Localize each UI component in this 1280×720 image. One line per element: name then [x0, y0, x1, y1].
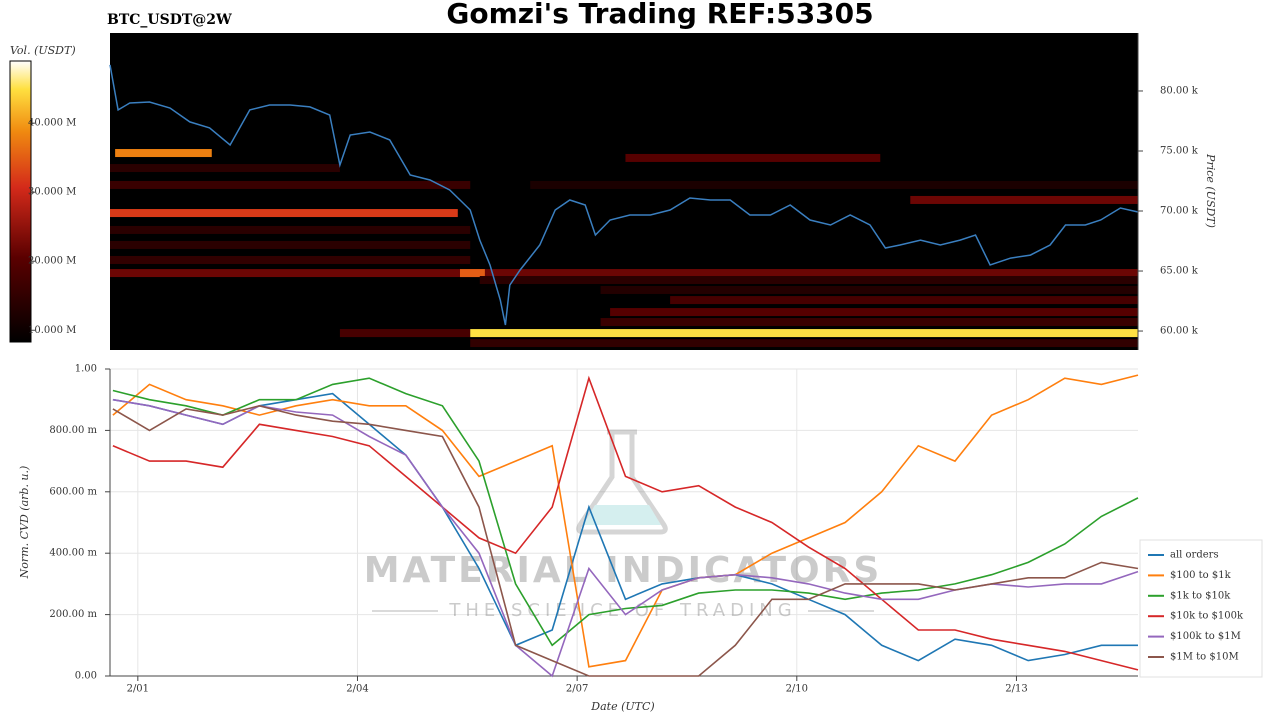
heatmap-band	[910, 195, 1138, 204]
legend-label: $1M to $10M	[1170, 652, 1239, 663]
heatmap-band	[479, 276, 1139, 285]
watermark-icon-fill	[583, 505, 661, 525]
watermark: MATERIAL INDICATORS THE SCIENCE OF TRADI…	[364, 429, 883, 621]
colorbar-label: Vol. (USDT)	[10, 44, 76, 57]
subtitle: BTC_USDT@2W	[107, 12, 232, 28]
y-tick-label: 0.00	[75, 671, 97, 682]
heatmap-band	[110, 240, 471, 249]
x-tick-label: 2/01	[127, 684, 149, 695]
y-tick-label: 1.00	[75, 364, 97, 375]
y-axis-label: Norm. CVD (arb. u.)	[18, 466, 31, 580]
heatmap-band	[339, 329, 471, 338]
heatmap-band	[610, 308, 1138, 317]
heatmap-band	[110, 164, 340, 173]
heatmap-band	[110, 225, 471, 234]
heatmap-band	[670, 296, 1138, 305]
colorbar	[9, 60, 32, 343]
legend-label: $100k to $1M	[1170, 631, 1241, 642]
heatmap	[110, 149, 1139, 348]
x-tick-label: 2/10	[786, 684, 808, 695]
y-axis-label: Price (USDT)	[1204, 153, 1217, 228]
heatmap-band	[115, 149, 212, 158]
heatmap-band	[470, 329, 1138, 338]
series-line	[112, 377, 1139, 647]
colorbar-tick-label: 30.000 M	[28, 187, 76, 198]
y-tick-label: 800.00 m	[49, 425, 97, 436]
plot-background	[110, 369, 1138, 676]
legend-label: all orders	[1170, 550, 1219, 561]
price-line	[109, 64, 1139, 326]
heatmap-band	[110, 180, 471, 189]
legend-label: $100 to $1k	[1170, 570, 1232, 581]
series-line	[112, 375, 1139, 671]
y-tick-label: 80.00 k	[1160, 85, 1199, 96]
heatmap-band	[110, 209, 458, 218]
heatmap-band	[600, 285, 1138, 294]
heatmap-band	[625, 153, 881, 162]
watermark-icon	[576, 429, 668, 535]
heatmap-band	[110, 255, 471, 264]
x-axis-label: Date (UTC)	[590, 700, 654, 713]
heatmap-band	[600, 318, 1138, 327]
heatmap-band	[470, 339, 1138, 348]
heatmap-band	[530, 180, 1138, 189]
legend-label: $1k to $10k	[1170, 590, 1231, 601]
x-tick-label: 2/13	[1005, 684, 1027, 695]
x-tick-label: 2/07	[566, 684, 588, 695]
y-tick-label: 75.00 k	[1160, 145, 1199, 156]
series-line	[112, 392, 1138, 662]
colorbar-tick-label: 20.000 M	[28, 256, 76, 267]
y-tick-label: 400.00 m	[49, 548, 97, 559]
legend-label: $10k to $100k	[1170, 611, 1244, 622]
y-tick-label: 600.00 m	[49, 486, 97, 497]
x-tick-label: 2/04	[346, 684, 368, 695]
y-tick-label: 200.00 m	[49, 609, 97, 620]
colorbar-tick-label: 40.000 M	[28, 118, 76, 129]
y-tick-label: 70.00 k	[1160, 206, 1199, 217]
colorbar-tick-label: 10.000 M	[28, 325, 76, 336]
series-line	[112, 374, 1139, 668]
y-tick-label: 60.00 k	[1160, 326, 1199, 337]
heatmap-band	[110, 269, 1138, 278]
heatmap-band	[459, 269, 485, 278]
legend	[1139, 539, 1263, 678]
y-tick-label: 65.00 k	[1160, 266, 1199, 277]
watermark-title: MATERIAL INDICATORS	[364, 550, 883, 591]
series-line	[112, 404, 1139, 677]
chart-title: Gomzi's Trading REF:53305	[446, 0, 873, 30]
